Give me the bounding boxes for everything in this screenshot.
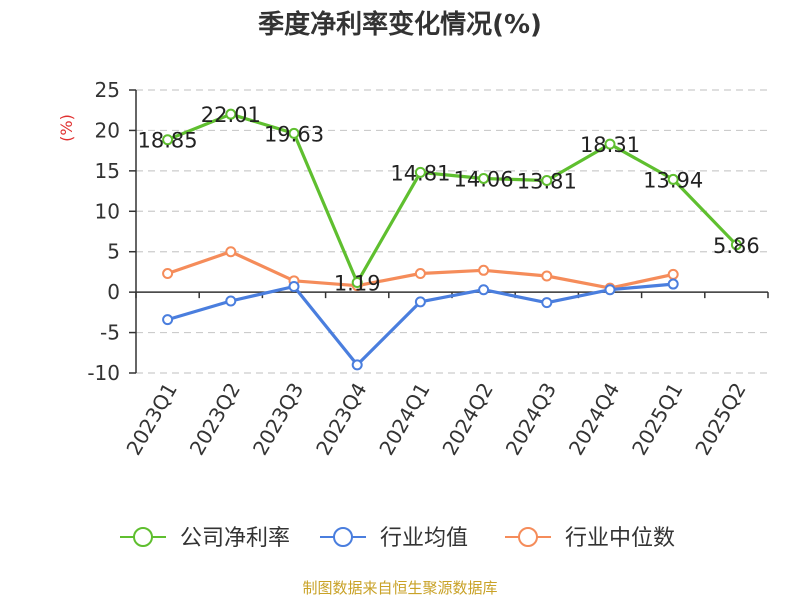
y-tick-label: -10 (87, 361, 120, 385)
legend-label: 行业均值 (380, 526, 468, 551)
grid-layer (136, 89, 768, 374)
data-label: 18.31 (580, 133, 640, 157)
legend-swatch-marker (518, 527, 538, 547)
data-point (225, 108, 237, 120)
x-tick-label: 2024Q2 (437, 378, 497, 459)
x-tick-label: 2023Q2 (185, 379, 245, 460)
series-layer (162, 108, 742, 371)
data-point (667, 173, 679, 185)
data-point (414, 296, 426, 308)
series-line (167, 282, 674, 367)
y-axis-unit-label: (%) (57, 114, 76, 142)
legend-label: 公司净利率 (180, 526, 290, 551)
data-label: 1.19 (334, 272, 381, 296)
data-point (288, 127, 300, 139)
data-point (351, 359, 363, 371)
data-point (288, 280, 300, 292)
chart-title: 季度净利率变化情况(%) (258, 9, 542, 40)
data-point (162, 314, 174, 326)
data-point (730, 239, 742, 251)
data-point (351, 277, 363, 289)
legend-swatch-marker (133, 527, 153, 547)
data-point (414, 268, 426, 280)
data-label: 19.63 (264, 122, 324, 146)
data-point (667, 268, 679, 280)
y-tick-label: 10 (95, 199, 120, 223)
x-tick-label: 2024Q1 (374, 379, 434, 460)
data-label: 14.06 (454, 167, 514, 191)
data-label: 13.81 (517, 169, 577, 193)
x-tick-label: 2024Q4 (564, 379, 624, 460)
data-point (604, 138, 616, 150)
legend: 公司净利率 行业均值 行业中位数 (120, 526, 675, 551)
data-point (225, 295, 237, 307)
x-tick-label: 2025Q1 (627, 379, 687, 460)
legend-swatch-marker (333, 527, 353, 547)
data-point (604, 284, 616, 296)
y-tick-label: 25 (95, 78, 120, 102)
x-tick-label: 2025Q2 (690, 379, 750, 460)
source-note: 制图数据来自恒生聚源数据库 (302, 579, 497, 597)
x-tick-label: 2024Q3 (501, 379, 561, 460)
data-label: 5.86 (713, 234, 760, 258)
data-label: 18.85 (138, 129, 198, 153)
data-point (414, 166, 426, 178)
x-tick-label: 2023Q1 (121, 379, 181, 460)
y-tick-label: 20 (95, 118, 120, 142)
data-label: 13.94 (643, 168, 703, 192)
data-point (667, 278, 679, 290)
data-point (541, 174, 553, 186)
data-label: 22.01 (201, 103, 261, 127)
y-tick-label: 0 (107, 280, 120, 304)
y-tick-label: 15 (95, 159, 120, 183)
data-point (225, 246, 237, 258)
data-point (162, 268, 174, 280)
y-tick-label: -5 (100, 321, 120, 345)
y-tick-label: 5 (107, 240, 120, 264)
data-point (541, 297, 553, 309)
data-point (478, 264, 490, 276)
data-point (162, 134, 174, 146)
x-tick-label: 2023Q3 (248, 379, 308, 460)
data-point (478, 172, 490, 184)
data-label: 14.81 (390, 161, 450, 185)
data-point (478, 284, 490, 296)
series-line (167, 112, 738, 285)
legend-label: 行业中位数 (565, 526, 675, 551)
data-point (541, 270, 553, 282)
x-tick-label: 2023Q4 (311, 379, 371, 460)
